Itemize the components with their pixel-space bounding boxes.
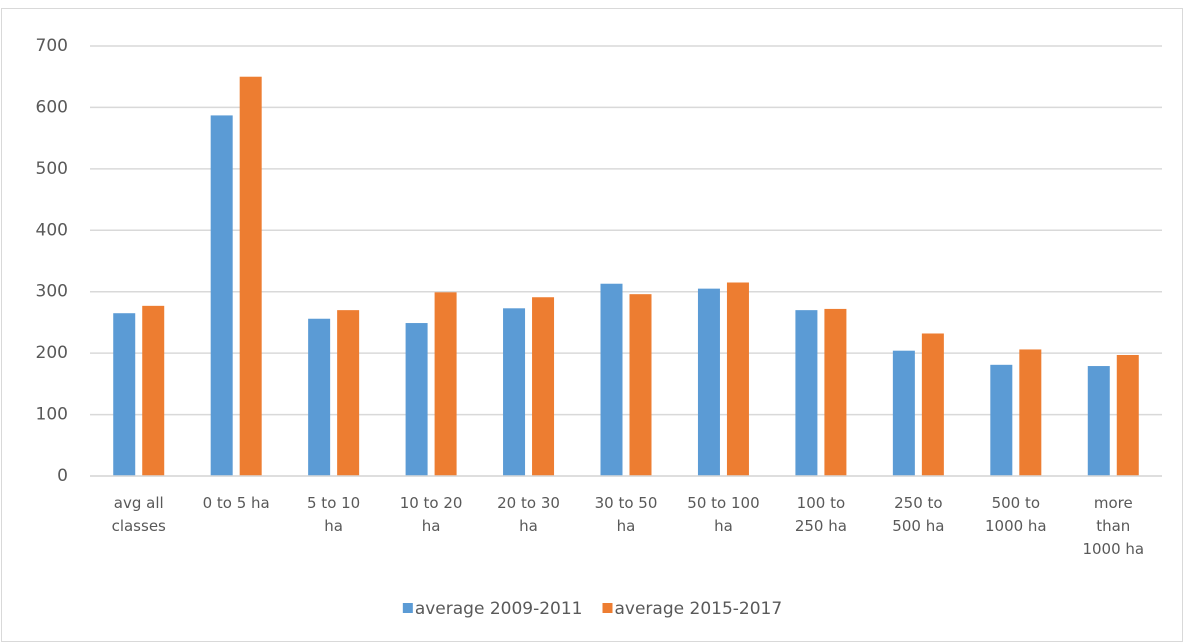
y-tick-label: 200 [36,343,68,363]
bar [1116,354,1139,476]
bar [726,282,749,476]
x-tick-label: 5 to 10 ha [307,494,361,535]
chart-border [1,8,1183,642]
x-tick-label: 10 to 20 ha [399,494,463,535]
x-tick-label: 30 to 50 ha [594,494,658,535]
x-tick-label: avg all classes [111,494,166,535]
legend-label: average 2009-2011 [415,599,583,619]
y-tick-label: 600 [36,97,68,117]
y-tick-label: 700 [36,36,68,56]
y-tick-label: 100 [36,405,68,425]
legend-label: average 2015-2017 [615,599,783,619]
bar [210,115,233,477]
bar [892,350,915,476]
bar [405,323,428,476]
bar [503,308,526,476]
bar [629,294,652,476]
bar [239,76,262,476]
bar [113,313,136,476]
x-tick-label: 50 to 100 ha [687,494,760,535]
x-tick-label: 20 to 30 ha [497,494,560,535]
bar [308,318,331,476]
x-tick-label: 0 to 5 ha [202,494,270,512]
bar [795,310,818,476]
legend-swatch [402,603,413,613]
x-tick-label: more than 1000 ha [1082,494,1145,558]
bar [600,283,623,476]
bar [697,288,720,476]
bar [434,292,457,476]
x-tick-label: 500 to 1000 ha [984,494,1047,535]
legend-swatch [602,603,613,613]
bar [1019,349,1042,476]
x-tick-label: 250 to 500 ha [892,494,945,535]
bar [1087,366,1110,476]
x-tick-label: 100 to 250 ha [794,494,847,535]
bar [921,333,944,476]
bar [990,364,1013,476]
y-tick-label: 300 [36,282,68,302]
y-tick-label: 0 [57,466,68,486]
bar [824,308,847,476]
bar [142,305,165,476]
bar [532,297,555,476]
y-tick-label: 400 [36,220,68,240]
bar [337,310,360,476]
y-tick-label: 500 [36,159,68,179]
